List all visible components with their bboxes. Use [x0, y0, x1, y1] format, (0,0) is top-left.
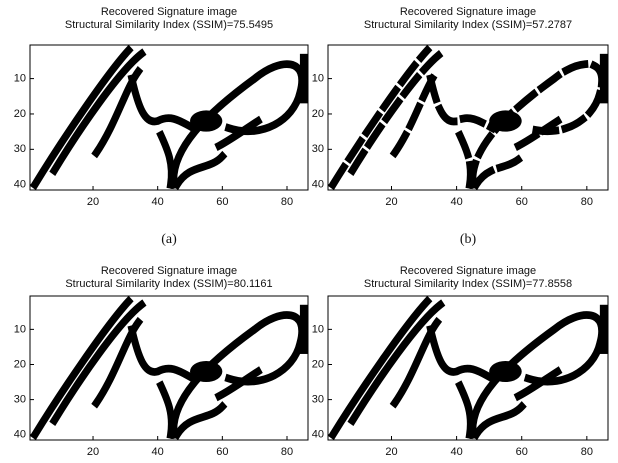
y-tick-label: 10 — [14, 323, 26, 335]
x-tick-label: 40 — [450, 446, 462, 458]
x-tick-label: 80 — [581, 446, 593, 458]
y-tick-label: 40 — [14, 179, 26, 191]
panel-title: Recovered Signature image — [400, 6, 536, 18]
x-tick-label: 60 — [516, 446, 528, 458]
panel-title: Structural Similarity Index (SSIM)=80.11… — [65, 278, 272, 290]
x-tick-label: 40 — [152, 196, 164, 208]
x-tick-label: 60 — [216, 446, 228, 458]
y-tick-label: 40 — [312, 429, 324, 441]
x-tick-label: 20 — [87, 196, 99, 208]
panel-title: Recovered Signature image — [400, 265, 536, 277]
y-tick-label: 30 — [14, 394, 26, 406]
y-tick-label: 40 — [14, 429, 26, 441]
y-tick-label: 20 — [312, 358, 324, 370]
x-tick-label: 20 — [87, 446, 99, 458]
y-tick-label: 40 — [312, 179, 324, 191]
x-tick-label: 40 — [450, 196, 462, 208]
y-tick-label: 20 — [312, 108, 324, 120]
caption: (a) — [161, 232, 177, 247]
x-tick-label: 40 — [152, 446, 164, 458]
x-tick-label: 80 — [281, 196, 293, 208]
y-tick-label: 30 — [14, 143, 26, 155]
x-tick-label: 20 — [385, 196, 397, 208]
y-tick-label: 30 — [312, 394, 324, 406]
panel-title: Recovered Signature image — [101, 6, 237, 18]
x-tick-label: 80 — [581, 196, 593, 208]
y-tick-label: 20 — [14, 108, 26, 120]
panel-title: Structural Similarity Index (SSIM)=57.27… — [364, 19, 572, 31]
panel-title: Structural Similarity Index (SSIM)=75.54… — [65, 19, 273, 31]
y-tick-label: 10 — [312, 73, 324, 85]
y-tick-label: 10 — [14, 73, 26, 85]
caption: (b) — [460, 232, 477, 247]
x-tick-label: 60 — [216, 196, 228, 208]
x-tick-label: 20 — [385, 446, 397, 458]
x-tick-label: 60 — [516, 196, 528, 208]
panel-title: Structural Similarity Index (SSIM)=77.85… — [364, 278, 572, 290]
y-tick-label: 20 — [14, 358, 26, 370]
panel-title: Recovered Signature image — [101, 265, 237, 277]
x-tick-label: 80 — [281, 446, 293, 458]
y-tick-label: 30 — [312, 143, 324, 155]
y-tick-label: 10 — [312, 323, 324, 335]
